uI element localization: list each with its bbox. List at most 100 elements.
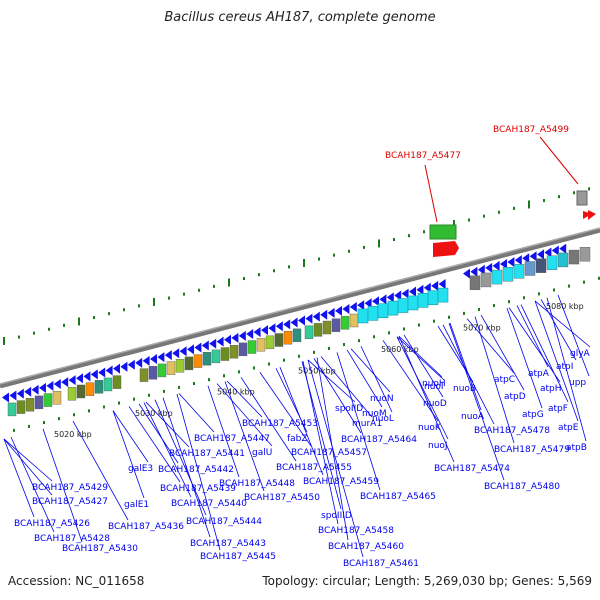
gene-label[interactable]: atpA (528, 369, 550, 379)
leader-line (557, 294, 590, 377)
feature-block (184, 356, 194, 371)
gene-arrow-left (120, 361, 128, 372)
gene-label[interactable]: BCAH187_A5430 (62, 544, 138, 554)
callout-line-a5477 (424, 164, 438, 223)
gene-label[interactable]: spoIIID (321, 511, 352, 521)
feature-block-cyan (397, 298, 409, 313)
gene-arrow-left (357, 300, 365, 311)
gene-label[interactable]: BCAH187_A5445 (200, 552, 276, 562)
gene-label[interactable]: atpE (558, 423, 579, 433)
accession-text: Accession: NC_011658 (8, 574, 145, 588)
gene-label[interactable]: BCAH187_A5460 (328, 542, 404, 552)
gene-label[interactable]: BCAH187_A5453 (242, 419, 318, 429)
gene-label[interactable]: nuoB (453, 384, 476, 394)
gene-label[interactable]: BCAH187_A5448 (219, 479, 295, 489)
feature-block (16, 400, 26, 414)
gene-label[interactable]: BCAH187_A5464 (341, 435, 417, 445)
gene-label[interactable]: nuoI (424, 382, 444, 392)
gene-label[interactable]: BCAH187_A5426 (14, 519, 90, 529)
gene-arrow-left (53, 379, 61, 390)
gene-label[interactable]: BCAH187_A5427 (32, 497, 108, 507)
gene-arrow-left (349, 302, 357, 313)
gene-arrow-left (379, 294, 387, 305)
gene-label[interactable]: BCAH187_A5442 (158, 465, 234, 475)
feature-block (283, 330, 293, 345)
kbp-label: 5060 kbp (381, 345, 419, 354)
gene-label[interactable]: atpF (548, 404, 568, 414)
gene-arrow-left (201, 340, 209, 351)
gene-arrow-left (305, 313, 313, 324)
gene-label[interactable]: BCAH187_A5443 (190, 539, 266, 549)
gene-arrow-left (529, 251, 537, 262)
gene-label[interactable]: nuoD (423, 399, 447, 409)
gene-arrow-a5477[interactable] (433, 241, 459, 257)
gene-label[interactable]: BCAH187_A5436 (108, 522, 184, 532)
gene-label[interactable]: nuoA (461, 412, 485, 422)
gene-labels: BCAH187_A5429 BCAH187_A5427 BCAH187_A5426 B… (14, 349, 591, 569)
gene-label[interactable]: BCAH187_A5444 (186, 517, 262, 527)
gene-label[interactable]: nuoJ (428, 441, 448, 451)
feature-block-atp (502, 267, 514, 282)
gene-label[interactable]: fabZ (287, 434, 308, 444)
gene-label[interactable]: galE3 (128, 464, 153, 474)
gene-label[interactable]: BCAH187_A5459 (303, 477, 379, 487)
gene-label[interactable]: nuoN (370, 394, 394, 404)
gene-label[interactable]: atpC (494, 375, 515, 385)
gene-arrow-left (113, 363, 120, 374)
leader-line (259, 372, 312, 447)
gene-label[interactable]: BCAH187_A5450 (244, 493, 320, 503)
gene-label[interactable]: BCAH187_A5461 (343, 559, 419, 569)
gene-arrow-left (105, 365, 113, 376)
gene-arrow-left (224, 334, 231, 345)
gene-arrow-left (463, 268, 470, 279)
highlight-label-a5499[interactable]: BCAH187_A5499 (493, 125, 569, 135)
gene-arrow-a5499b[interactable] (588, 210, 596, 220)
gene-label[interactable]: galE1 (124, 500, 149, 510)
gene-label[interactable]: atpD (504, 392, 526, 402)
gene-label[interactable]: BCAH187_A5455 (276, 463, 352, 473)
gene-arrow-left (268, 323, 276, 334)
gene-label[interactable]: BCAH187_A5478 (474, 426, 550, 436)
gene-arrow-left (485, 262, 493, 273)
feature-block-cyan (437, 287, 449, 303)
gene-label[interactable]: BCAH187_A5441 (169, 449, 245, 459)
outer-tick-track (3, 187, 590, 345)
gene-label[interactable]: BCAH187_A5465 (360, 492, 436, 502)
gene-label[interactable]: glyA (570, 349, 591, 359)
leader-line (302, 361, 339, 525)
gene-label[interactable]: BCAH187_A5479 (494, 445, 570, 455)
gene-label[interactable]: galU (252, 448, 272, 458)
gene-label[interactable]: nuoL (372, 414, 394, 424)
gene-label[interactable]: atpH (540, 384, 562, 394)
gene-label[interactable]: nuoK (418, 423, 442, 433)
gene-label[interactable]: BCAH187_A5480 (484, 482, 560, 492)
highlight-label-a5477[interactable]: BCAH187_A5477 (385, 151, 461, 161)
gene-label[interactable]: BCAH187_A5428 (34, 534, 110, 544)
gene-label[interactable]: spoIID (335, 404, 363, 414)
gene-label[interactable]: atpB (566, 443, 587, 453)
gene-label[interactable]: BCAH187_A5429 (32, 483, 108, 493)
genome-backbone (0, 227, 600, 389)
gene-label[interactable]: BCAH187_A5447 (194, 434, 270, 444)
gene-arrow-left (298, 315, 305, 326)
gene-label[interactable]: nuoH (422, 379, 446, 389)
feature-block-cyan (407, 295, 419, 311)
gene-label[interactable]: nuoM (362, 409, 387, 419)
gene-label[interactable]: BCAH187_A5439 (160, 484, 236, 494)
feature-block (229, 345, 239, 359)
gene-label[interactable]: upp (569, 378, 586, 388)
gene-label[interactable]: BCAH187_A5457 (291, 448, 367, 458)
feature-block-atp (513, 264, 525, 279)
gene-arrow-a5499[interactable] (583, 211, 592, 219)
gene-label[interactable]: BCAH187_A5440 (171, 499, 247, 509)
leader-line (42, 428, 83, 543)
gene-label[interactable]: BCAH187_A5458 (318, 526, 394, 536)
gene-label[interactable]: atpG (522, 410, 544, 420)
feature-block-track (7, 246, 591, 417)
gene-label[interactable]: murA1 (352, 419, 382, 429)
gene-block-a5477[interactable] (429, 224, 457, 240)
gene-block-a5499[interactable] (576, 190, 588, 206)
gene-arrow-left (16, 388, 24, 399)
gene-label[interactable]: BCAH187_A5474 (434, 464, 510, 474)
gene-label[interactable]: atpI (556, 362, 573, 372)
